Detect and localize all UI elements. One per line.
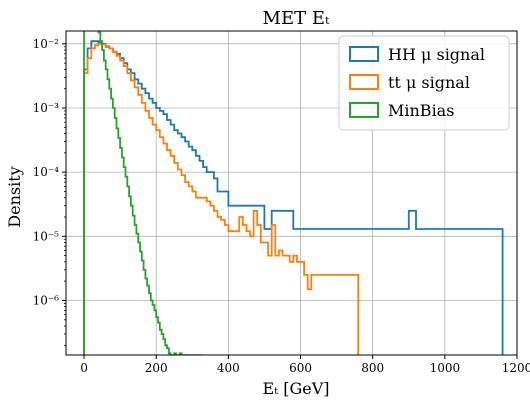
y-tick-label: 10⁻³	[33, 101, 60, 115]
legend-label-1: HH μ signal	[388, 45, 485, 64]
legend-swatch-3	[349, 102, 379, 118]
y-axis-ticks: 10⁻⁶ 10⁻⁵ 10⁻⁴ 10⁻³ 10⁻²	[33, 37, 66, 346]
y-axis-label: Density	[5, 166, 24, 227]
y-tick-label: 10⁻⁴	[33, 165, 60, 179]
legend-label-3: MinBias	[388, 101, 454, 120]
x-tick-label: 600	[289, 361, 312, 375]
x-tick-label: 400	[217, 361, 240, 375]
x-tick-label: 200	[145, 361, 168, 375]
legend-frame	[338, 35, 510, 131]
series-line-1	[83, 40, 504, 355]
x-tick-label: 800	[361, 361, 384, 375]
legend-swatch-2	[349, 74, 379, 90]
x-tick-label: 1000	[430, 361, 461, 375]
x-axis-ticks: 0 200 400 600 800 1000 1200	[80, 355, 530, 375]
y-tick-label: 10⁻⁵	[33, 229, 60, 243]
legend: HH μ signal tt μ signal MinBias	[338, 35, 510, 131]
x-axis-label: Eₜ [GeV]	[263, 379, 330, 398]
x-tick-label: 1200	[502, 361, 530, 375]
y-tick-label: 10⁻⁶	[33, 293, 60, 307]
series-line-2	[83, 42, 360, 355]
plot-frame	[65, 30, 518, 356]
y-tick-label: 10⁻²	[33, 37, 60, 51]
chart-title: MET Eₜ	[263, 8, 330, 29]
legend-swatch-1	[349, 46, 379, 62]
legend-label-2: tt μ signal	[388, 73, 470, 92]
x-tick-label: 0	[80, 361, 88, 375]
